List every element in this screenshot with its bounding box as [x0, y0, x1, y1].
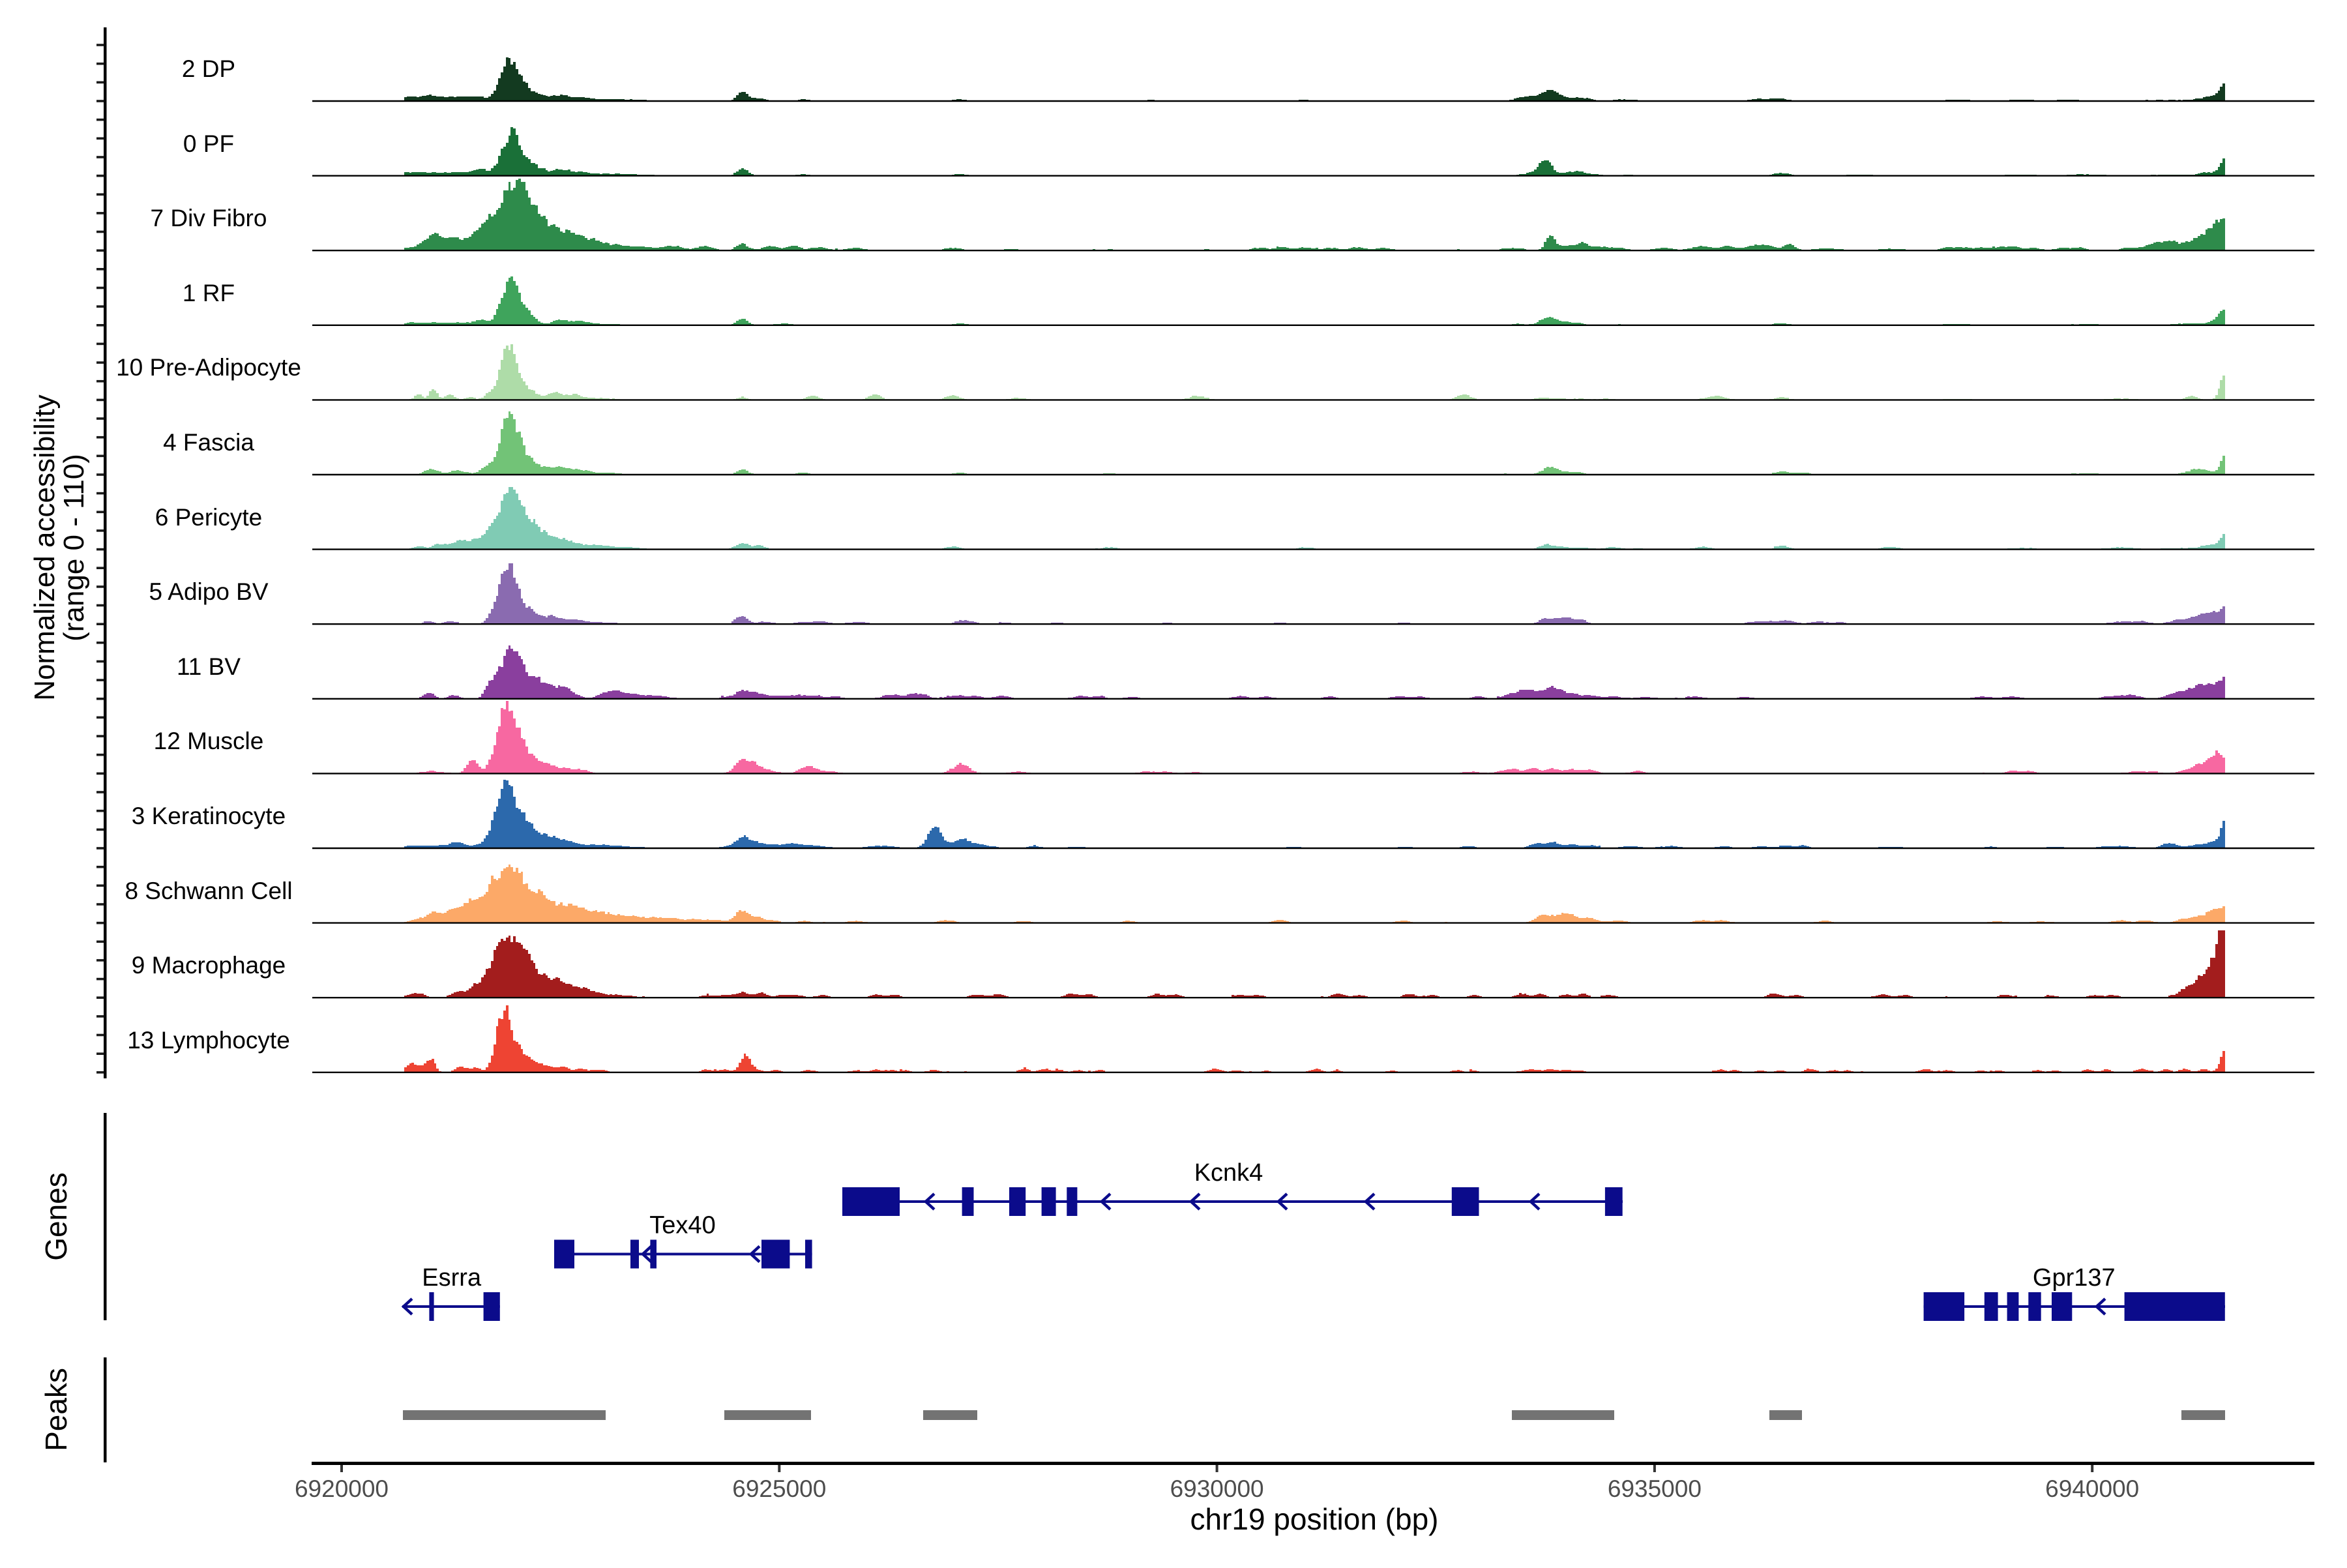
svg-text:9 Macrophage: 9 Macrophage [132, 952, 286, 979]
svg-text:1 RF: 1 RF [183, 280, 235, 306]
svg-text:6920000: 6920000 [295, 1475, 389, 1502]
svg-text:4 Fascia: 4 Fascia [163, 429, 254, 456]
svg-text:12 Muscle: 12 Muscle [154, 728, 264, 754]
svg-text:Normalized accessibility: Normalized accessibility [29, 394, 61, 700]
svg-text:7 Div Fibro: 7 Div Fibro [151, 205, 267, 231]
svg-text:3 Keratinocyte: 3 Keratinocyte [132, 803, 286, 829]
svg-text:Kcnk4: Kcnk4 [1194, 1159, 1263, 1187]
svg-text:8 Schwann Cell: 8 Schwann Cell [125, 878, 292, 904]
svg-text:6935000: 6935000 [1608, 1475, 1702, 1502]
svg-text:6925000: 6925000 [732, 1475, 826, 1502]
svg-text:Esrra: Esrra [422, 1264, 482, 1292]
svg-text:Tex40: Tex40 [649, 1212, 715, 1239]
svg-text:6930000: 6930000 [1170, 1475, 1264, 1502]
svg-text:(range 0 - 110): (range 0 - 110) [58, 454, 90, 642]
svg-text:Peaks: Peaks [39, 1368, 73, 1451]
svg-text:10 Pre-Adipocyte: 10 Pre-Adipocyte [116, 354, 301, 381]
svg-text:6 Pericyte: 6 Pericyte [155, 504, 263, 531]
svg-text:0 PF: 0 PF [183, 130, 234, 157]
svg-text:11 BV: 11 BV [177, 653, 241, 680]
svg-text:13 Lymphocyte: 13 Lymphocyte [127, 1027, 290, 1054]
svg-text:5 Adipo BV: 5 Adipo BV [149, 578, 268, 605]
svg-text:Genes: Genes [39, 1172, 73, 1261]
svg-text:2 DP: 2 DP [182, 55, 235, 82]
svg-text:Gpr137: Gpr137 [2033, 1264, 2116, 1292]
svg-text:6940000: 6940000 [2045, 1475, 2139, 1502]
svg-text:chr19 position (bp): chr19 position (bp) [1190, 1502, 1439, 1536]
